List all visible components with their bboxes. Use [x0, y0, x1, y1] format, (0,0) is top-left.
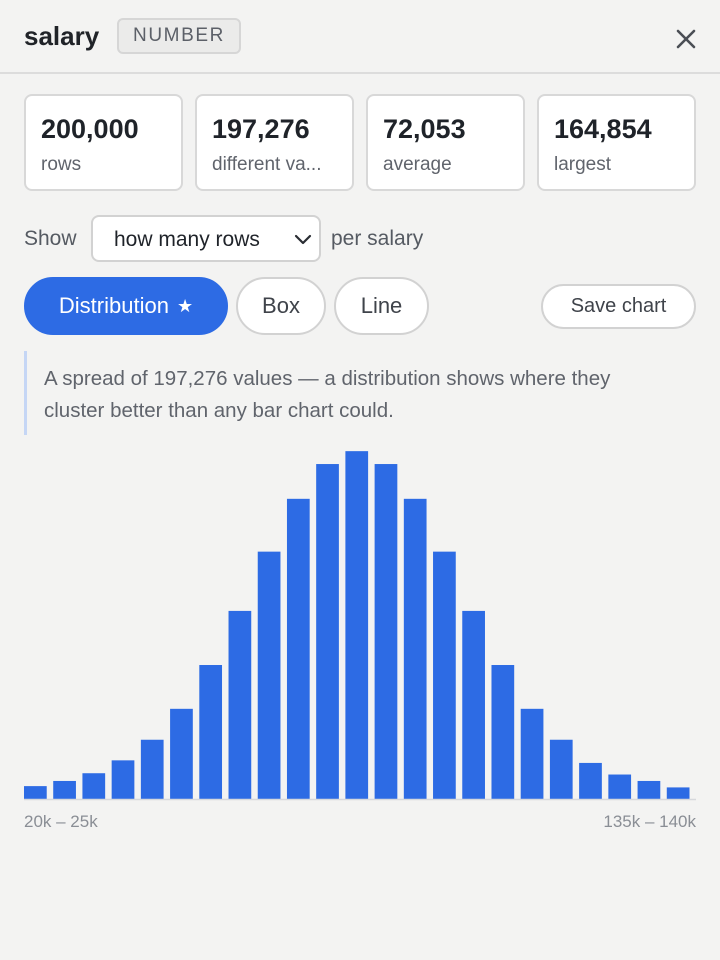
- tab-distribution-label: Distribution: [58, 293, 169, 318]
- chart-note-text: A spread of 197,276 values — a distribut…: [44, 367, 611, 422]
- close-button[interactable]: [668, 21, 704, 57]
- chart-note: A spread of 197,276 values — a distribut…: [24, 351, 664, 435]
- chevron-down-icon: [294, 234, 312, 245]
- stat-value: 72,053: [383, 114, 466, 144]
- stat-card-rows: 200,000 rows: [24, 94, 183, 191]
- stat-label: average: [383, 154, 452, 175]
- distribution-chart: [24, 451, 696, 801]
- histogram-bar: [140, 739, 164, 799]
- tab-box-label: Box: [262, 293, 300, 318]
- stat-value: 200,000: [41, 114, 139, 144]
- x-axis-first-label: 20k – 25k: [24, 812, 98, 831]
- stat-value: 197,276: [212, 114, 310, 144]
- panel-header: salary NUMBER: [0, 0, 720, 74]
- stat-value: 164,854: [554, 114, 652, 144]
- histogram-bar: [403, 498, 427, 799]
- histogram-bar: [549, 739, 573, 799]
- histogram-bar: [666, 787, 690, 799]
- histogram-bar: [24, 786, 47, 799]
- histogram-bar: [199, 665, 223, 799]
- per-label: per salary: [331, 227, 424, 250]
- measure-select[interactable]: how many rows: [91, 215, 321, 262]
- histogram-bar: [228, 610, 252, 799]
- histogram-bar: [82, 773, 106, 799]
- histogram-bar: [374, 464, 398, 799]
- show-label: Show: [24, 227, 77, 250]
- histogram-bar: [286, 498, 310, 799]
- column-name: salary: [24, 21, 100, 51]
- histogram-bar: [608, 774, 632, 799]
- tab-line-label: Line: [360, 293, 403, 318]
- histogram-bar: [257, 551, 281, 799]
- histogram-bar: [170, 708, 193, 799]
- stat-label: different va...: [212, 154, 322, 175]
- histogram-bar: [111, 760, 135, 799]
- tab-distribution[interactable]: Distribution ★: [24, 277, 228, 335]
- tab-line[interactable]: Line: [334, 277, 429, 335]
- save-chart-button[interactable]: Save chart: [541, 284, 696, 329]
- stat-label: rows: [41, 154, 82, 175]
- histogram-bar: [637, 780, 661, 799]
- tab-box[interactable]: Box: [236, 277, 326, 335]
- stat-card-distinct: 197,276 different va...: [195, 94, 354, 191]
- x-axis-last-label: 135k – 140k: [603, 812, 696, 831]
- measure-select-value: how many rows: [114, 228, 260, 251]
- stat-card-average: 72,053 average: [366, 94, 525, 191]
- histogram-bar: [433, 551, 456, 799]
- histogram-bar: [462, 610, 485, 799]
- histogram-bar: [345, 451, 369, 799]
- stat-label: largest: [554, 154, 612, 175]
- histogram-bar: [316, 464, 339, 799]
- save-chart-label: Save chart: [570, 295, 667, 317]
- histogram-bar: [579, 762, 602, 799]
- histogram-bar: [520, 708, 544, 799]
- histogram-bar: [53, 780, 76, 799]
- stat-card-largest: 164,854 largest: [537, 94, 696, 191]
- star-icon: ★: [176, 295, 194, 316]
- histogram-bar: [491, 665, 515, 799]
- type-badge: NUMBER: [117, 18, 241, 54]
- close-icon: [676, 29, 696, 49]
